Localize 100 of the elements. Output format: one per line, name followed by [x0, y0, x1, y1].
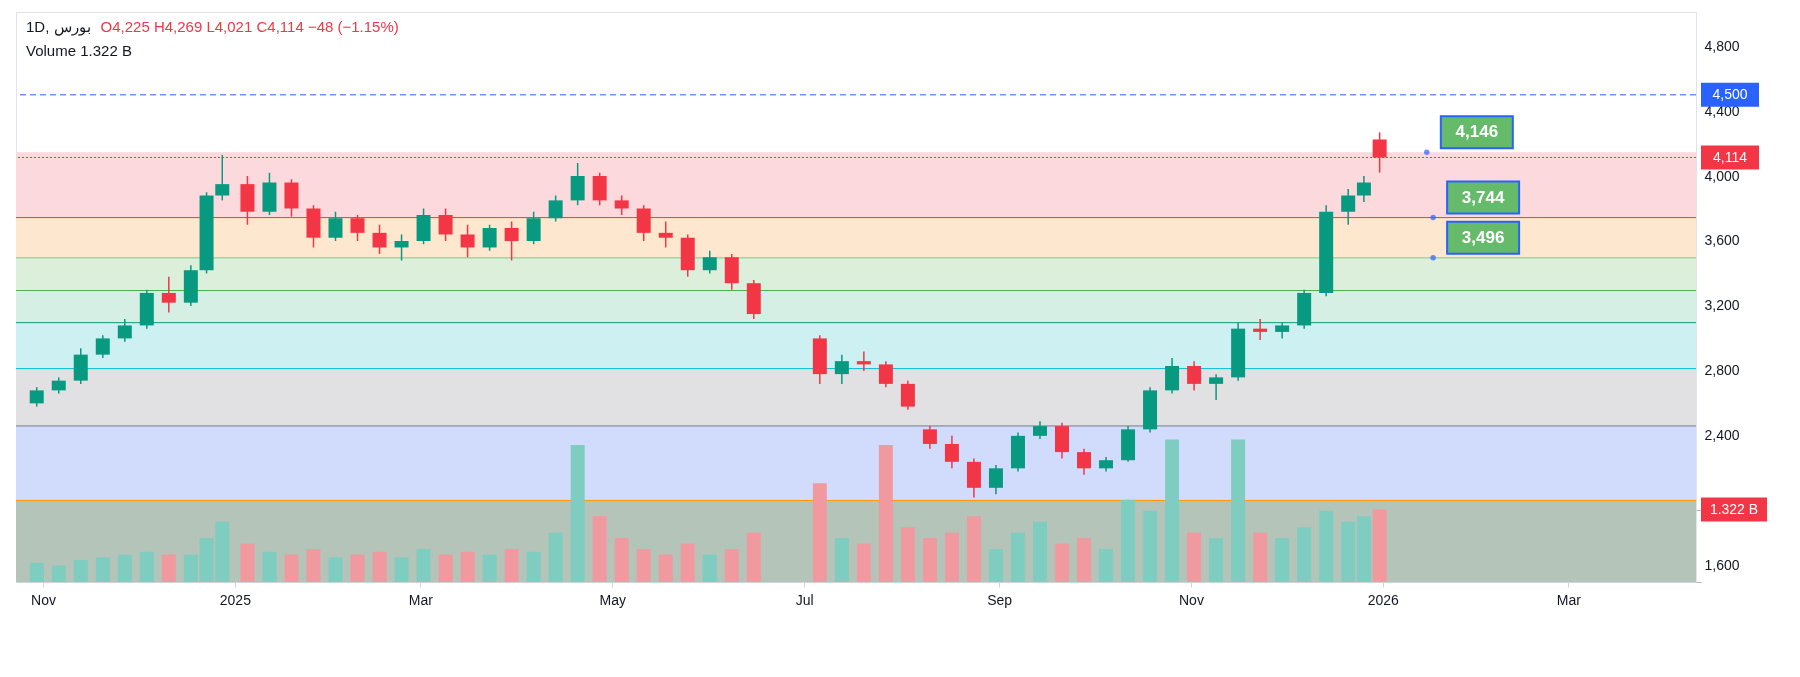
bar — [680, 543, 695, 582]
bar — [878, 444, 893, 582]
bar — [438, 554, 453, 582]
bar — [1032, 521, 1047, 582]
candlestick — [1253, 318, 1268, 341]
bar — [548, 532, 563, 582]
bar — [1121, 499, 1136, 582]
candlestick — [328, 210, 343, 242]
candlestick — [504, 220, 519, 262]
y-tick-label: 4,800 — [1704, 37, 1740, 54]
candlestick — [161, 275, 176, 314]
bar — [1209, 538, 1224, 582]
y-tick-label: 4,400 — [1704, 102, 1740, 119]
candlestick — [988, 464, 1003, 496]
candlestick — [1356, 175, 1371, 203]
x-tick-label: May — [599, 591, 626, 608]
y2-tick-label: 1.322 B — [1709, 500, 1759, 517]
bar — [724, 549, 739, 582]
annotation: 3,744 — [1461, 187, 1505, 207]
bar — [51, 565, 66, 582]
bar — [856, 543, 871, 582]
bar — [1077, 538, 1092, 582]
bar — [812, 483, 827, 582]
bar — [1275, 538, 1290, 582]
bar — [1143, 510, 1158, 582]
bar — [73, 560, 88, 582]
y-tick-label: 2,800 — [1704, 362, 1740, 379]
annotation: 4,146 — [1455, 122, 1499, 142]
bar — [350, 554, 365, 582]
candlestick — [658, 220, 673, 249]
y-tick-label: 3,200 — [1704, 297, 1740, 314]
candlestick — [482, 223, 497, 252]
annotation: 3,496 — [1461, 227, 1505, 247]
bar — [328, 557, 343, 582]
x-tick-label: 2025 — [219, 591, 252, 608]
candlestick — [614, 194, 629, 216]
bar — [306, 549, 321, 582]
candlestick — [1209, 373, 1224, 401]
candlestick — [856, 350, 871, 372]
x-tick-label: Jul — [795, 591, 814, 608]
candlestick — [944, 435, 959, 470]
bar — [416, 549, 431, 582]
bar — [139, 551, 154, 582]
annotation: Volume 1.322 B — [26, 42, 133, 59]
bar — [1356, 516, 1371, 582]
x-tick-label: Nov — [31, 591, 56, 608]
bar — [1099, 549, 1114, 582]
bar — [570, 444, 585, 582]
bar — [922, 538, 937, 582]
candlestick — [372, 223, 387, 255]
candlestick — [702, 249, 717, 275]
bar — [900, 527, 915, 582]
bar — [1165, 439, 1180, 582]
candlestick — [878, 360, 893, 388]
candlestick — [1341, 188, 1356, 226]
candlestick — [900, 379, 915, 411]
chart-subtitle: O4,225 H4,269 L4,021 C4,114 −48 (−1.15%) — [100, 18, 399, 35]
y-tick-label: 4,000 — [1704, 167, 1740, 184]
x-tick-label: Mar — [408, 591, 434, 608]
bar — [526, 551, 541, 582]
bar — [1372, 509, 1387, 582]
bar — [29, 562, 44, 582]
bar — [372, 551, 387, 582]
bar — [658, 554, 673, 582]
bar — [614, 538, 629, 582]
bar — [161, 554, 176, 582]
bar — [394, 557, 409, 582]
ref-line-label: 4,500 — [1712, 85, 1748, 102]
bar — [1231, 439, 1246, 582]
bar — [183, 554, 198, 582]
bar — [1010, 532, 1025, 582]
bar — [1055, 543, 1069, 582]
bar — [1297, 527, 1312, 582]
bar — [262, 551, 277, 582]
bar — [966, 516, 981, 582]
candlestick — [460, 223, 475, 258]
bar — [702, 554, 717, 582]
x-tick-label: Sep — [987, 591, 1013, 608]
y-tick-label: 2,400 — [1704, 427, 1740, 444]
bar — [1187, 532, 1202, 582]
bar — [1253, 532, 1268, 582]
y-tick-label: 3,600 — [1704, 232, 1740, 249]
candlestick — [548, 194, 563, 223]
x-tick-label: Nov — [1178, 591, 1204, 608]
bar — [592, 516, 607, 582]
x-tick-label: 2026 — [1367, 591, 1400, 608]
candlestick — [834, 353, 849, 385]
candlestick — [526, 210, 541, 245]
bar — [504, 549, 519, 582]
bar — [240, 543, 255, 582]
candlestick — [394, 233, 409, 262]
candlestick — [1077, 448, 1092, 476]
bar — [482, 554, 497, 582]
bar — [460, 551, 475, 582]
bar — [1319, 510, 1334, 582]
candlestick — [215, 154, 230, 202]
ref-line-label: 4,114 — [1713, 148, 1748, 165]
candlestick — [29, 386, 44, 408]
bar — [746, 532, 761, 582]
bar — [944, 532, 959, 582]
